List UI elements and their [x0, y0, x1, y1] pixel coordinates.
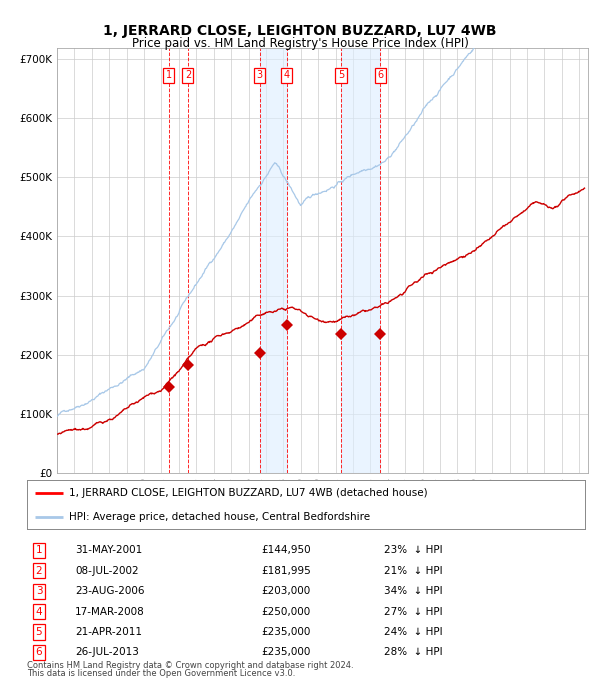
Text: 1: 1	[166, 70, 172, 80]
Text: 26-JUL-2013: 26-JUL-2013	[75, 647, 139, 658]
Text: This data is licensed under the Open Government Licence v3.0.: This data is licensed under the Open Gov…	[27, 669, 295, 678]
Bar	[260, 48, 287, 473]
Text: 2: 2	[35, 566, 43, 576]
Text: 27%  ↓ HPI: 27% ↓ HPI	[384, 607, 443, 617]
Text: 34%  ↓ HPI: 34% ↓ HPI	[384, 586, 443, 596]
Text: 3: 3	[257, 70, 263, 80]
Text: £203,000: £203,000	[261, 586, 310, 596]
Text: 5: 5	[35, 627, 43, 637]
Text: HPI: Average price, detached house, Central Bedfordshire: HPI: Average price, detached house, Cent…	[69, 512, 370, 522]
Text: 4: 4	[35, 607, 43, 617]
Text: 1, JERRARD CLOSE, LEIGHTON BUZZARD, LU7 4WB: 1, JERRARD CLOSE, LEIGHTON BUZZARD, LU7 …	[103, 24, 497, 38]
Text: 23-AUG-2006: 23-AUG-2006	[75, 586, 145, 596]
Text: 24%  ↓ HPI: 24% ↓ HPI	[384, 627, 443, 637]
Text: £235,000: £235,000	[261, 627, 310, 637]
Text: 21-APR-2011: 21-APR-2011	[75, 627, 142, 637]
Text: 21%  ↓ HPI: 21% ↓ HPI	[384, 566, 443, 576]
Text: 6: 6	[35, 647, 43, 658]
Bar	[341, 48, 380, 473]
Text: £144,950: £144,950	[261, 545, 311, 556]
Text: £181,995: £181,995	[261, 566, 311, 576]
Text: 4: 4	[284, 70, 290, 80]
Text: 28%  ↓ HPI: 28% ↓ HPI	[384, 647, 443, 658]
Text: 2: 2	[185, 70, 191, 80]
Text: 6: 6	[377, 70, 383, 80]
Text: 31-MAY-2001: 31-MAY-2001	[75, 545, 142, 556]
Text: £250,000: £250,000	[261, 607, 310, 617]
Text: £235,000: £235,000	[261, 647, 310, 658]
Text: Contains HM Land Registry data © Crown copyright and database right 2024.: Contains HM Land Registry data © Crown c…	[27, 661, 353, 670]
Text: 1: 1	[35, 545, 43, 556]
Text: 5: 5	[338, 70, 344, 80]
Text: 17-MAR-2008: 17-MAR-2008	[75, 607, 145, 617]
Text: 1, JERRARD CLOSE, LEIGHTON BUZZARD, LU7 4WB (detached house): 1, JERRARD CLOSE, LEIGHTON BUZZARD, LU7 …	[69, 488, 427, 498]
Text: 23%  ↓ HPI: 23% ↓ HPI	[384, 545, 443, 556]
Text: 08-JUL-2002: 08-JUL-2002	[75, 566, 139, 576]
Text: Price paid vs. HM Land Registry's House Price Index (HPI): Price paid vs. HM Land Registry's House …	[131, 37, 469, 50]
Text: 3: 3	[35, 586, 43, 596]
